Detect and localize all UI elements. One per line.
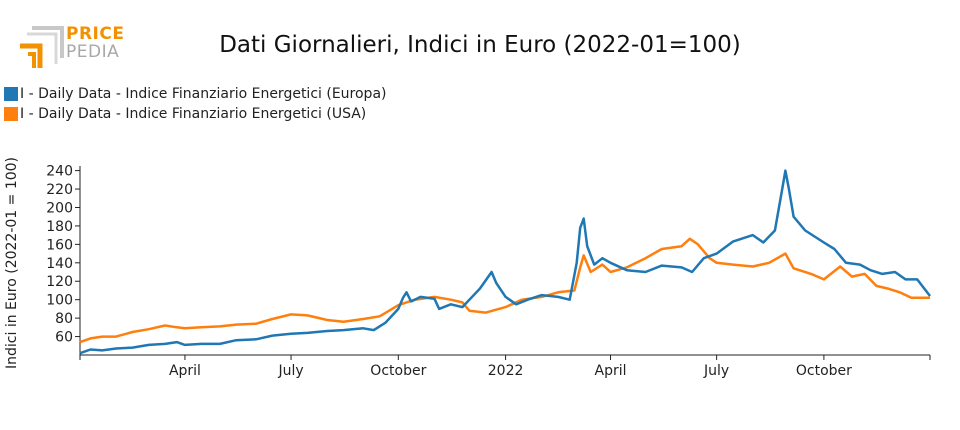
y-tick-label: 120 [46,274,73,290]
legend-item-europa[interactable]: I - Daily Data - Indice Finanziario Ener… [4,84,386,104]
x-tick-label: April [595,363,627,379]
legend-label-europa: I - Daily Data - Indice Finanziario Ener… [20,86,387,102]
x-axis: April July October 2022 April July October [79,354,931,379]
y-tick-label: 160 [46,237,73,253]
chart-legend: I - Daily Data - Indice Finanziario Ener… [4,84,386,124]
y-tick-label: 60 [55,330,73,346]
x-tick-label: 2022 [488,363,524,379]
y-tick-label: 220 [46,182,73,198]
x-tick-label: April [169,363,201,379]
y-tick-label: 200 [46,200,73,216]
x-tick-label: July [277,363,303,379]
chart-title: Dati Giornalieri, Indici in Euro (2022-0… [219,32,741,58]
pricepedia-logo-mark [20,26,64,68]
plot-lines [79,169,931,355]
series-line-usa [79,237,930,344]
y-tick-label: 100 [46,293,73,309]
series-line-europa [79,169,931,355]
logo-text-price: PRICE [66,24,125,44]
x-tick-label: July [703,363,729,379]
logo-text-pedia: PEDIA [66,42,120,62]
y-tick-label: 180 [46,219,73,235]
x-tick-label: October [796,363,852,379]
y-axis: 60 80 100 120 140 160 180 200 220 240 [46,164,81,355]
pricepedia-logo: PRICE PEDIA [18,24,128,74]
x-tick-label: October [370,363,426,379]
y-tick-label: 80 [55,311,73,327]
legend-swatch-usa [4,107,18,121]
legend-label-usa: I - Daily Data - Indice Finanziario Ener… [20,106,367,122]
legend-swatch-europa [4,87,18,101]
legend-item-usa[interactable]: I - Daily Data - Indice Finanziario Ener… [4,104,386,124]
y-tick-label: 140 [46,256,73,272]
y-tick-label: 240 [46,164,73,180]
y-axis-label: Indici in Euro (2022-01 = 100) [4,157,20,369]
